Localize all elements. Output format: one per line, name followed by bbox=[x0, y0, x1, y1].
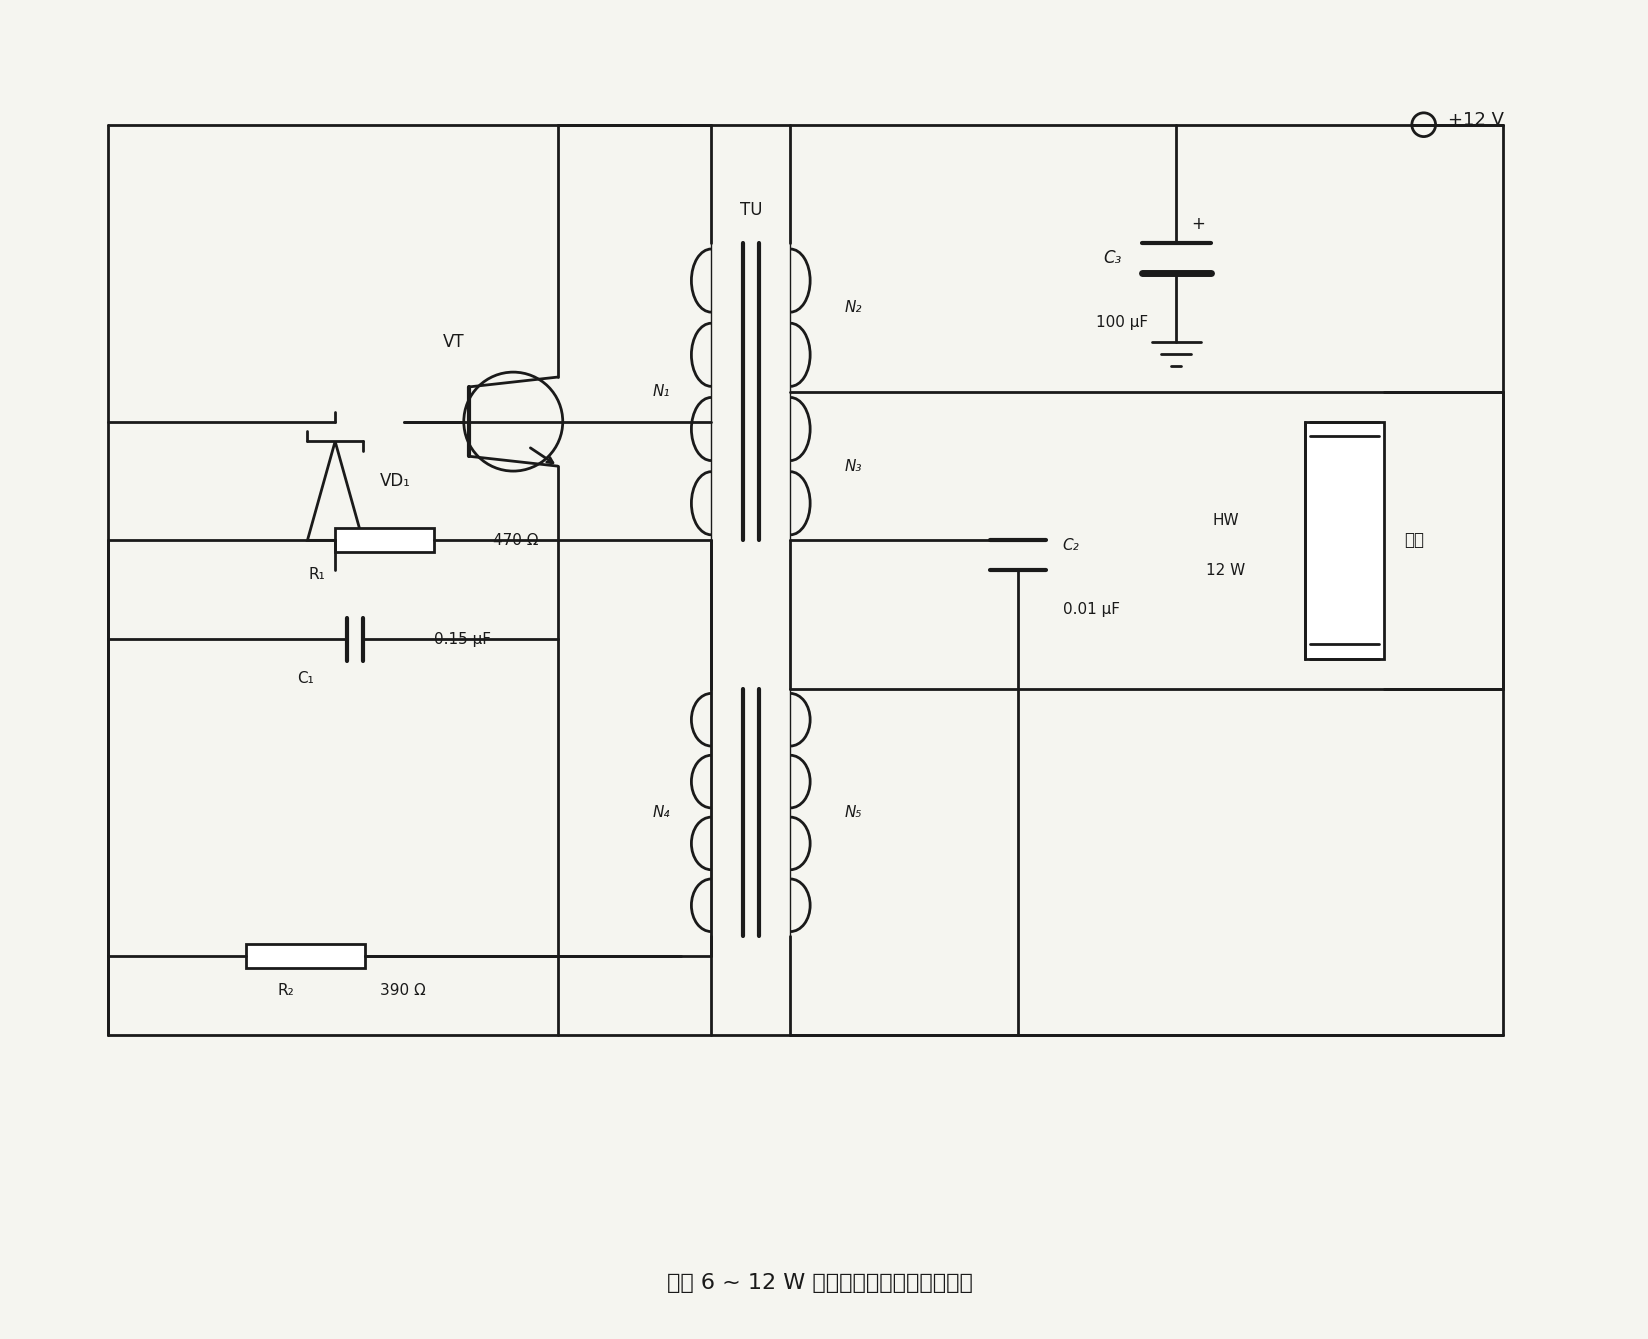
Text: 0.01 μF: 0.01 μF bbox=[1061, 603, 1119, 617]
Bar bbox=[1304, 422, 1383, 659]
Text: 100 μF: 100 μF bbox=[1096, 315, 1147, 331]
Text: TU: TU bbox=[738, 201, 761, 218]
FancyBboxPatch shape bbox=[335, 529, 433, 552]
Text: +12 V: +12 V bbox=[1447, 111, 1503, 129]
Text: R₁: R₁ bbox=[308, 568, 325, 582]
Text: C₃: C₃ bbox=[1103, 249, 1121, 268]
Text: N₃: N₃ bbox=[844, 459, 862, 474]
Text: C₁: C₁ bbox=[297, 671, 313, 687]
Text: 390 Ω: 390 Ω bbox=[379, 983, 425, 998]
Text: 12 W: 12 W bbox=[1205, 562, 1244, 577]
Text: 0.15 μF: 0.15 μF bbox=[433, 632, 491, 647]
Text: VD₁: VD₁ bbox=[379, 471, 410, 490]
Text: 灯管: 灯管 bbox=[1402, 532, 1424, 549]
Text: N₅: N₅ bbox=[844, 805, 862, 819]
Text: N₂: N₂ bbox=[844, 300, 862, 315]
Text: 点亮 6 ~ 12 W 的日光灯的逆变器电路原理: 点亮 6 ~ 12 W 的日光灯的逆变器电路原理 bbox=[667, 1272, 972, 1292]
Text: N₄: N₄ bbox=[653, 805, 671, 819]
Text: HW: HW bbox=[1211, 513, 1238, 528]
Text: 470 Ω: 470 Ω bbox=[493, 533, 539, 548]
Text: R₂: R₂ bbox=[277, 983, 293, 998]
Text: C₂: C₂ bbox=[1061, 538, 1078, 553]
FancyBboxPatch shape bbox=[246, 944, 364, 968]
Text: N₁: N₁ bbox=[653, 384, 671, 399]
Text: +: + bbox=[1190, 214, 1205, 233]
Text: VT: VT bbox=[443, 333, 465, 351]
